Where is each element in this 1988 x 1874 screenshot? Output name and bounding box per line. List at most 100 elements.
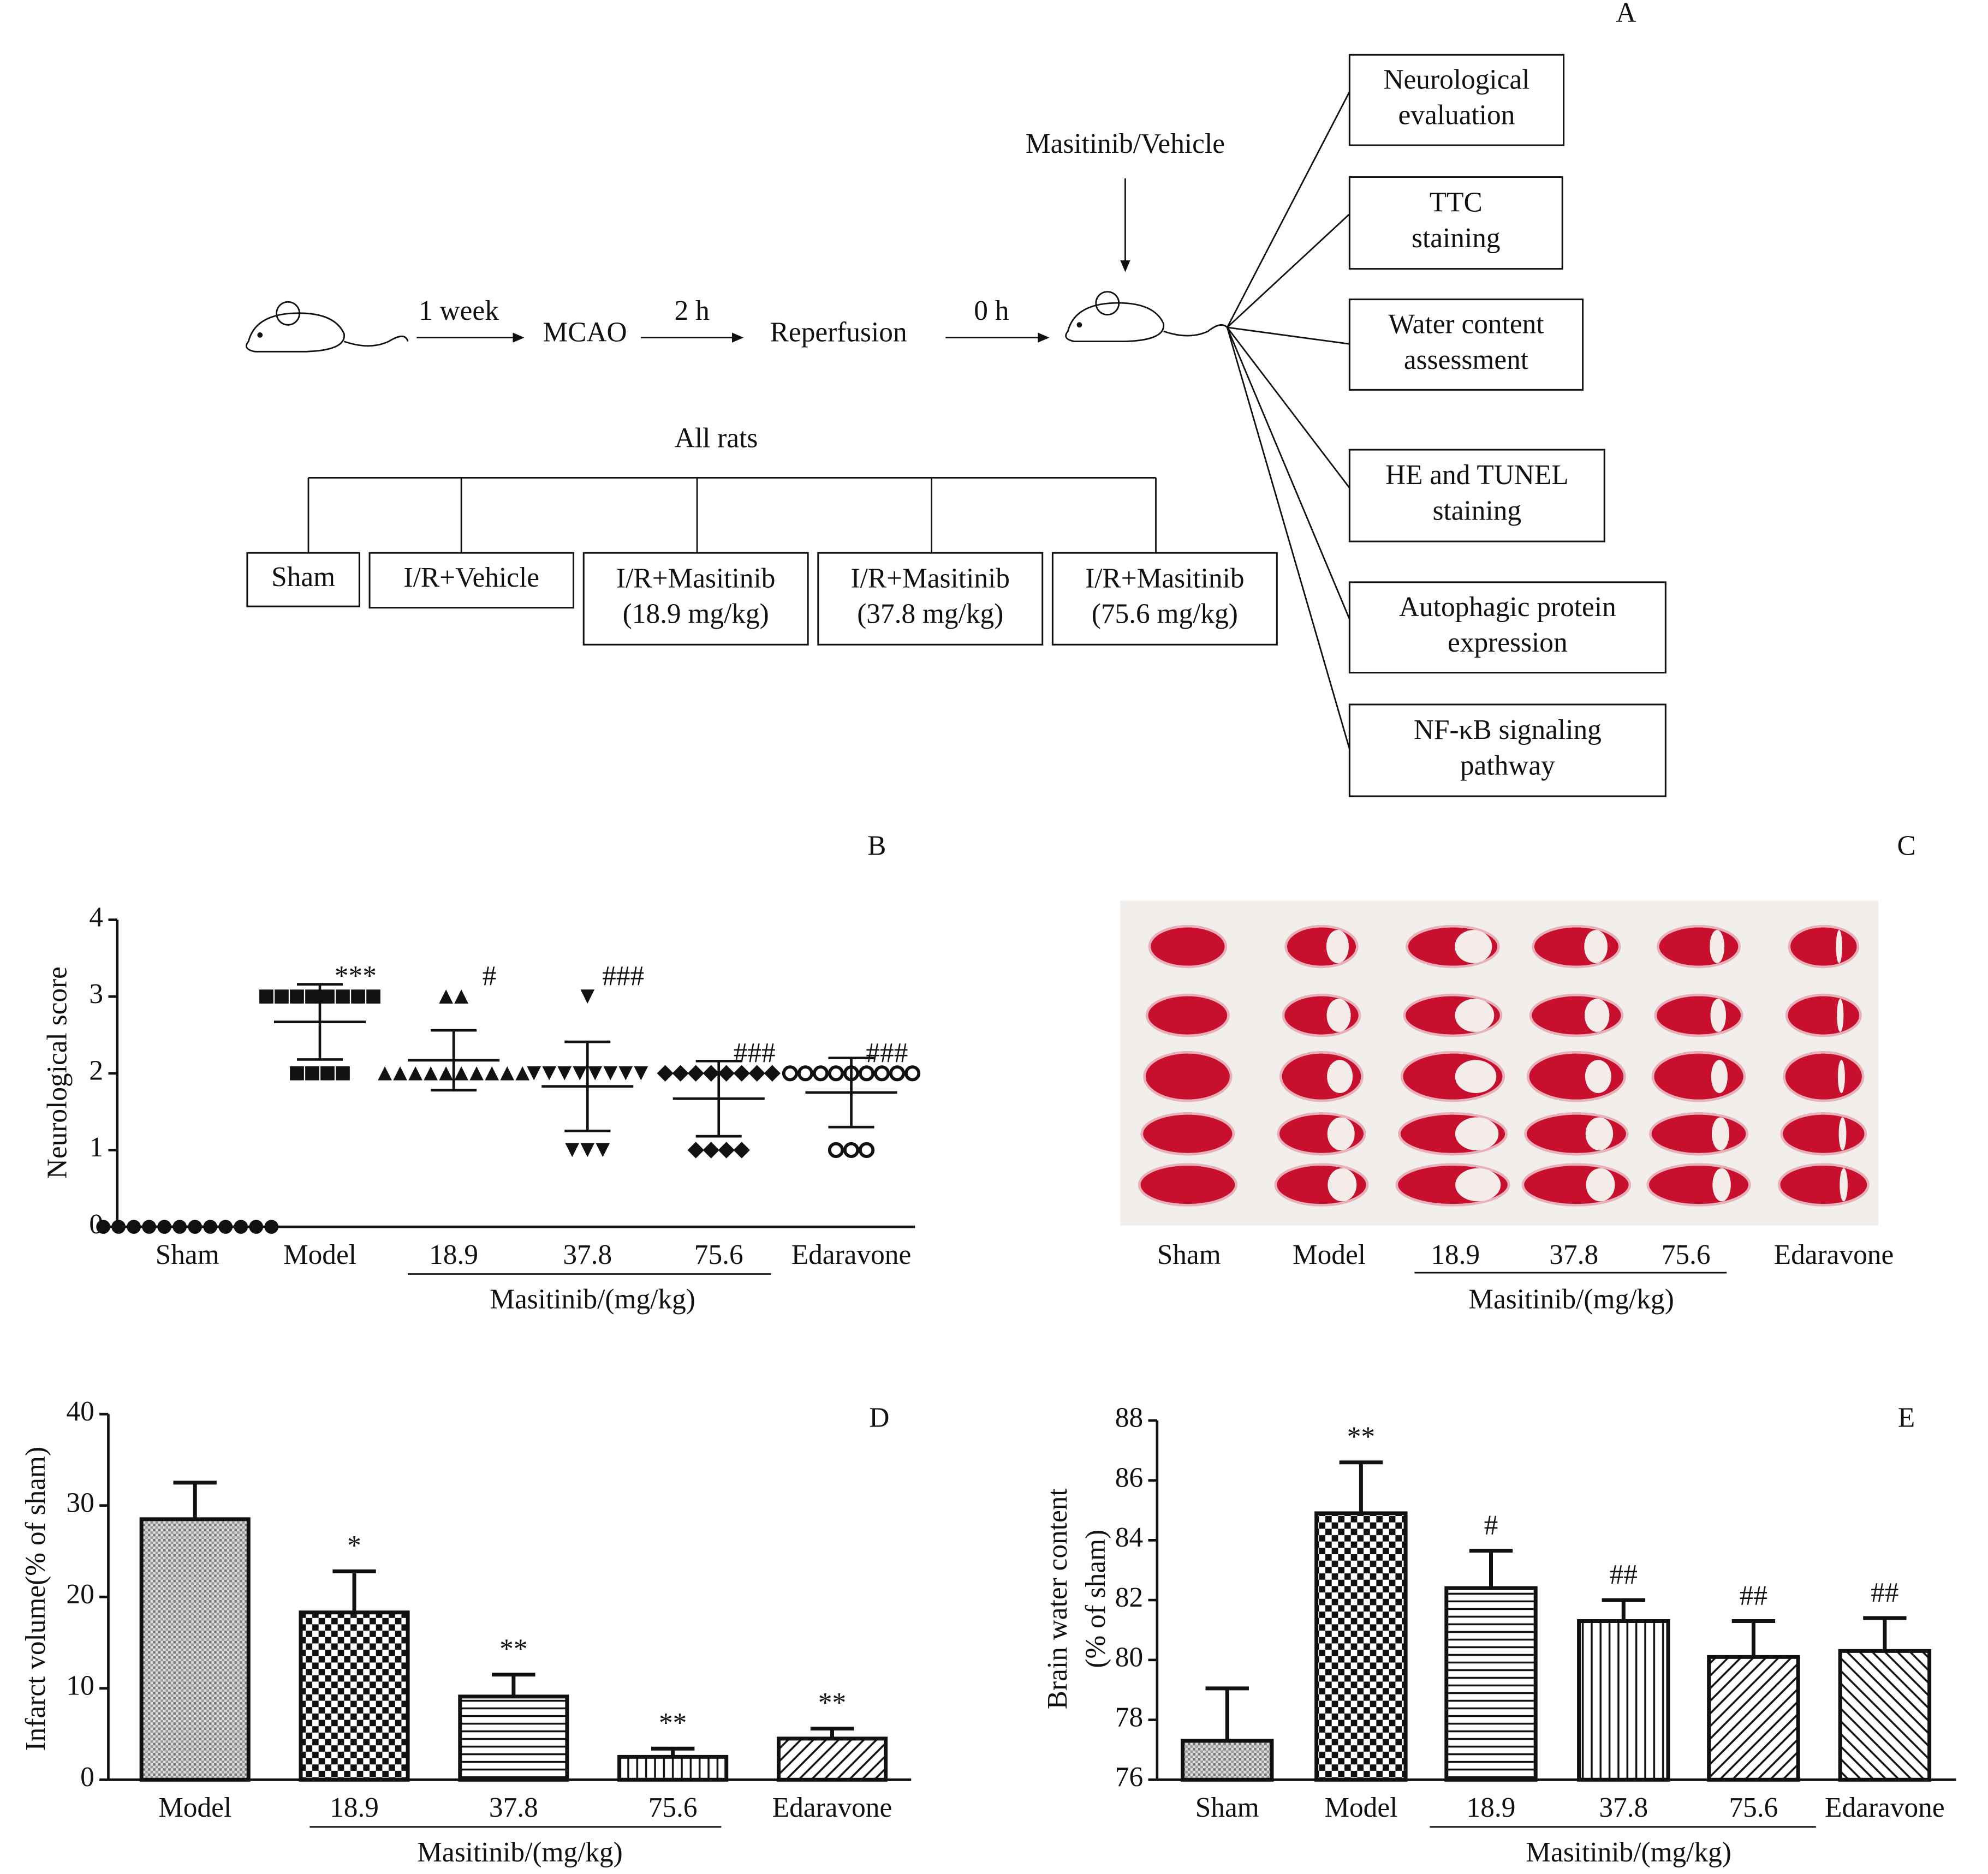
panel-label: C [1897, 831, 1915, 862]
outcome-label: evaluation [1398, 100, 1515, 131]
group-label: I/R+Vehicle [404, 562, 540, 593]
dot [485, 1066, 499, 1081]
infarct [1836, 930, 1842, 963]
x-tick-label: 37.8 [489, 1792, 538, 1823]
outcome-label: Water content [1388, 309, 1544, 340]
x-tick-label: Sham [1157, 1239, 1221, 1270]
group-label: Masitinib/(mg/kg) [490, 1284, 695, 1315]
outcome-box [1348, 299, 1584, 391]
dot [366, 989, 380, 1004]
rat-icon [246, 301, 409, 353]
arrows [416, 178, 1130, 343]
y-tick-label: 3 [89, 978, 103, 1010]
dot [657, 1065, 674, 1082]
y-tick-label: 78 [1115, 1702, 1143, 1733]
fan-line [1226, 327, 1350, 620]
fan-line [1226, 91, 1350, 328]
dot [858, 1142, 875, 1159]
dot [454, 1066, 468, 1081]
panel-label: D [869, 1402, 889, 1434]
x-tick-label: 18.9 [1431, 1239, 1480, 1270]
infarct [1711, 1060, 1728, 1093]
dot [703, 1065, 719, 1082]
group-box [368, 552, 575, 609]
dot [557, 1066, 572, 1081]
x-tick-label: Edaravone [772, 1792, 892, 1823]
rat-icon [1065, 291, 1228, 343]
dot [580, 989, 595, 1004]
timeline-label: MCAO [543, 317, 627, 348]
y-tick-label: 4 [89, 902, 103, 933]
dot [733, 1065, 750, 1082]
bar [776, 1736, 888, 1782]
dot [351, 989, 365, 1004]
panel-label: A [1616, 0, 1636, 28]
dot [858, 1065, 875, 1082]
infarct [1455, 1168, 1501, 1202]
infarct [1326, 999, 1351, 1032]
fan-line [1227, 213, 1350, 328]
x-tick-label: Model [158, 1792, 231, 1823]
y-tick-label: 20 [66, 1579, 94, 1610]
x-tick-label: 18.9 [1467, 1792, 1516, 1823]
group-label: (18.9 mg/kg) [623, 599, 769, 630]
x-tick-label: 37.8 [1549, 1239, 1598, 1270]
significance: # [1484, 1509, 1498, 1541]
dot [812, 1065, 829, 1082]
dot [320, 989, 335, 1004]
dot [733, 1142, 750, 1159]
y-tick-label: 82 [1115, 1582, 1143, 1613]
x-tick-label: Edaravone [1825, 1792, 1945, 1823]
significance: *** [335, 960, 377, 992]
dot [439, 989, 453, 1004]
dot [797, 1065, 814, 1082]
infarct [1711, 1117, 1729, 1151]
significance: ### [734, 1037, 776, 1069]
infarct [1840, 1168, 1848, 1202]
tree-root: All rats [675, 423, 758, 454]
x-tick-label: Model [283, 1239, 356, 1270]
x-tick-label: Edaravone [791, 1239, 912, 1270]
dot [408, 1066, 422, 1081]
bar [1444, 1586, 1538, 1782]
bar [1577, 1619, 1670, 1782]
infarct [1455, 930, 1492, 963]
significance: ** [659, 1708, 687, 1739]
significance: # [483, 960, 497, 992]
dot [469, 1066, 484, 1081]
x-tick-label: 18.9 [330, 1792, 379, 1823]
outcome-label: TTC [1430, 187, 1483, 218]
bar [617, 1754, 729, 1782]
outcome-label: Autophagic protein [1399, 592, 1616, 623]
outcome-label: NF-κB signaling [1414, 714, 1602, 745]
dot [439, 1066, 453, 1081]
infarct [1710, 999, 1727, 1032]
timeline-label: 2 h [675, 295, 710, 326]
dot [500, 1066, 515, 1081]
dot [618, 1066, 633, 1081]
brain-slice [1145, 993, 1230, 1037]
y-axis-label: Brain water content [1042, 1488, 1073, 1709]
infarct [1455, 1117, 1499, 1151]
content: A B C D E 1 week MCAO 2 h Reperfusion 0 h Masitini… [20, 0, 1956, 1868]
dot [828, 1142, 844, 1159]
y-tick-label: 86 [1115, 1462, 1143, 1493]
x-tick-label: Model [1324, 1792, 1397, 1823]
x-tick-label: 75.6 [694, 1239, 743, 1270]
timeline-label: 0 h [974, 295, 1009, 326]
brain-slice [1788, 924, 1860, 969]
dot [596, 1143, 610, 1157]
dot [305, 1066, 319, 1081]
dot [336, 989, 350, 1004]
group-label: Masitinib/(mg/kg) [1526, 1837, 1731, 1868]
group-label: Sham [271, 562, 335, 593]
group-box [817, 552, 1044, 646]
significance: ## [1871, 1577, 1898, 1608]
dot [234, 1220, 248, 1234]
dot [249, 1220, 264, 1234]
timeline-label: Reperfusion [770, 317, 907, 348]
dot [687, 1142, 704, 1159]
brain-slice [1646, 1163, 1751, 1207]
panel-label: E [1898, 1402, 1915, 1434]
